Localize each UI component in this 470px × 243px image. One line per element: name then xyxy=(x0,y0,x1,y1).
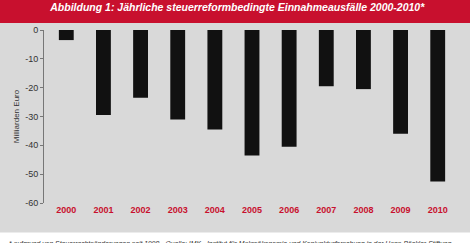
svg-text:2000: 2000 xyxy=(56,205,76,215)
svg-text:2005: 2005 xyxy=(242,205,262,215)
svg-text:2002: 2002 xyxy=(131,205,151,215)
svg-text:-40: -40 xyxy=(25,140,38,150)
svg-text:2003: 2003 xyxy=(168,205,188,215)
svg-text:* aufgrund von Steuerrechtsänd: * aufgrund von Steuerrechtsänderungen se… xyxy=(9,240,452,243)
svg-text:2001: 2001 xyxy=(93,205,113,215)
svg-text:Milliarden Euro: Milliarden Euro xyxy=(12,89,21,143)
svg-text:2008: 2008 xyxy=(353,205,373,215)
svg-text:2009: 2009 xyxy=(391,205,411,215)
svg-text:2007: 2007 xyxy=(316,205,336,215)
svg-text:-30: -30 xyxy=(25,112,38,122)
svg-text:-10: -10 xyxy=(25,54,38,64)
svg-text:0: 0 xyxy=(33,25,38,35)
svg-text:-60: -60 xyxy=(25,198,38,208)
svg-text:2004: 2004 xyxy=(205,205,225,215)
svg-text:Abbildung 1: Jährliche steuerr: Abbildung 1: Jährliche steuerreformbedin… xyxy=(49,1,425,13)
svg-text:2010: 2010 xyxy=(428,205,448,215)
svg-text:2006: 2006 xyxy=(279,205,299,215)
svg-text:-50: -50 xyxy=(25,169,38,179)
svg-text:-20: -20 xyxy=(25,83,38,93)
